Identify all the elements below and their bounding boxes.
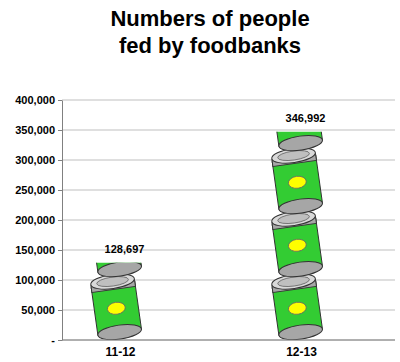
y-tick: - <box>51 334 62 346</box>
data-labels: 128,697 346,992 <box>105 112 326 255</box>
x-axis: 11-12 12-13 <box>105 340 317 359</box>
can-label <box>288 175 307 189</box>
y-tick: 250,000 <box>15 184 62 196</box>
y-tick-label: 300,000 <box>15 154 55 166</box>
y-axis: - 50,000 100,000 150,000 200,000 250,000 300,0… <box>15 94 62 346</box>
can-bottom <box>278 322 324 340</box>
can-icon <box>271 132 324 153</box>
can-icon <box>90 263 143 279</box>
y-tick: 300,000 <box>15 154 62 166</box>
title: Numbers of peoplefed by foodbanks <box>110 6 309 58</box>
y-tick-mark <box>58 160 62 161</box>
y-tick-label: 400,000 <box>15 94 55 106</box>
can-bottom <box>278 196 324 216</box>
y-tick: 200,000 <box>15 214 62 226</box>
grid-line <box>62 100 395 101</box>
bar <box>271 132 324 340</box>
grid-line <box>62 160 395 161</box>
y-tick-label: - <box>51 334 55 346</box>
x-tick-label: 12-13 <box>286 345 317 359</box>
y-tick-mark <box>58 100 62 101</box>
y-tick-mark <box>58 190 62 191</box>
can-label <box>107 301 126 315</box>
x-axis-line <box>62 340 395 341</box>
y-tick-mark <box>58 130 62 131</box>
y-tick-label: 200,000 <box>15 214 55 226</box>
data-label: 128,697 <box>105 243 145 255</box>
y-tick: 100,000 <box>15 274 62 286</box>
can-icon <box>90 272 143 340</box>
y-tick-mark <box>58 340 62 341</box>
y-axis-line <box>62 101 63 341</box>
data-label: 346,992 <box>286 112 326 124</box>
y-tick-mark <box>58 280 62 281</box>
y-tick: 400,000 <box>15 94 62 106</box>
grid-line <box>62 340 395 341</box>
y-tick-label: 150,000 <box>15 244 55 256</box>
y-tick: 350,000 <box>15 124 62 136</box>
can-icon <box>271 209 324 279</box>
y-tick-mark <box>58 310 62 311</box>
can-icon <box>271 272 324 340</box>
bar <box>90 263 143 340</box>
y-tick-mark <box>58 250 62 251</box>
y-tick-label: 250,000 <box>15 184 55 196</box>
x-tick: 12-13 <box>286 340 317 359</box>
can-bottom <box>278 259 324 279</box>
grid-line <box>62 130 395 131</box>
y-tick-label: 350,000 <box>15 124 55 136</box>
can-bottom <box>97 322 143 340</box>
title-line: fed by foodbanks <box>119 33 301 58</box>
y-tick: 50,000 <box>21 304 62 316</box>
x-tick: 11-12 <box>105 340 135 359</box>
y-tick-mark <box>58 220 62 221</box>
x-tick-label: 11-12 <box>105 345 135 359</box>
y-tick-label: 50,000 <box>21 304 55 316</box>
can-label <box>288 238 307 252</box>
bars <box>90 100 324 340</box>
grid-line <box>62 220 395 221</box>
can-bottom <box>278 133 324 153</box>
grid-line <box>62 190 395 191</box>
chart: Numbers of peoplefed by foodbanks - 50,000… <box>0 0 400 362</box>
grid <box>62 100 395 340</box>
can-icon <box>271 146 324 216</box>
y-tick: 150,000 <box>15 244 62 256</box>
can-bottom <box>97 263 143 279</box>
y-tick-label: 100,000 <box>15 274 55 286</box>
can-label <box>288 301 307 315</box>
title-line: Numbers of people <box>110 6 309 31</box>
